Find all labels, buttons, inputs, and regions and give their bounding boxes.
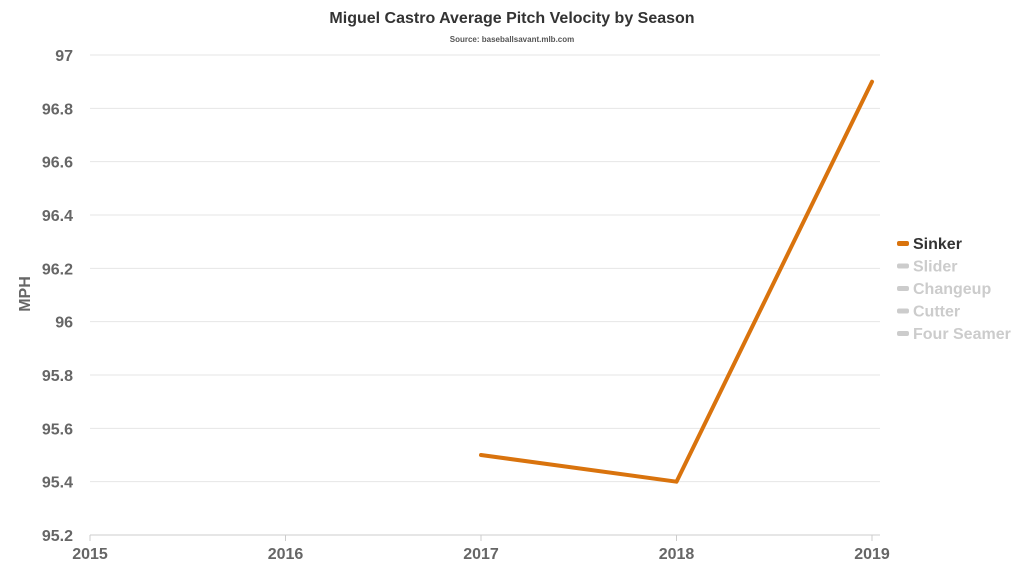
- chart-subtitle: Source: baseballsavant.mlb.com: [450, 35, 575, 44]
- legend-swatch: [897, 331, 909, 336]
- y-tick-label: 96.8: [42, 101, 73, 118]
- legend-item-sinker[interactable]: Sinker: [897, 236, 962, 253]
- x-tick-label: 2018: [659, 546, 695, 563]
- series-line-sinker: [479, 79, 874, 484]
- legend-label: Cutter: [913, 304, 960, 321]
- legend-label: Sinker: [913, 236, 962, 253]
- x-tick-label: 2015: [72, 546, 108, 563]
- x-axis: 2015 2016 2017 2018 2019: [72, 534, 890, 563]
- chart-title: Miguel Castro Average Pitch Velocity by …: [329, 10, 694, 27]
- legend-label: Changeup: [913, 281, 991, 298]
- x-tick-label: 2017: [463, 546, 499, 563]
- grid: [90, 54, 880, 483]
- legend-swatch: [897, 241, 909, 246]
- x-tick-label: 2016: [268, 546, 304, 563]
- legend-label: Slider: [913, 259, 957, 276]
- legend-item-slider[interactable]: Slider: [897, 259, 957, 276]
- legend-item-changeup[interactable]: Changeup: [897, 281, 991, 298]
- y-tick-label: 95.8: [42, 368, 73, 385]
- legend-swatch: [897, 263, 909, 269]
- y-tick-label: 95.2: [42, 528, 73, 545]
- y-axis-label: MPH: [17, 276, 34, 312]
- legend-label: Four Seamer: [913, 326, 1011, 343]
- y-tick-label: 95.6: [42, 421, 73, 438]
- x-tick-label: 2019: [854, 546, 890, 563]
- legend-item-four-seamer[interactable]: Four Seamer: [897, 326, 1011, 343]
- legend-item-cutter[interactable]: Cutter: [897, 304, 960, 321]
- y-tick-label: 96.6: [42, 155, 73, 172]
- legend-swatch: [897, 286, 909, 291]
- y-tick-label: 96.4: [42, 208, 73, 225]
- y-tick-label: 95.4: [42, 475, 73, 492]
- y-tick-label: 96: [55, 315, 73, 332]
- legend: Sinker Slider Changeup Cutter Four Seamer: [897, 236, 1011, 343]
- series: [479, 79, 874, 484]
- y-tick-label: 96.2: [42, 261, 73, 278]
- y-tick-label: 97: [55, 48, 73, 65]
- legend-swatch: [897, 308, 909, 314]
- y-axis-ticks: 97 96.8 96.6 96.4 96.2 96 95.8 95.6 95.4 95.2: [42, 48, 73, 545]
